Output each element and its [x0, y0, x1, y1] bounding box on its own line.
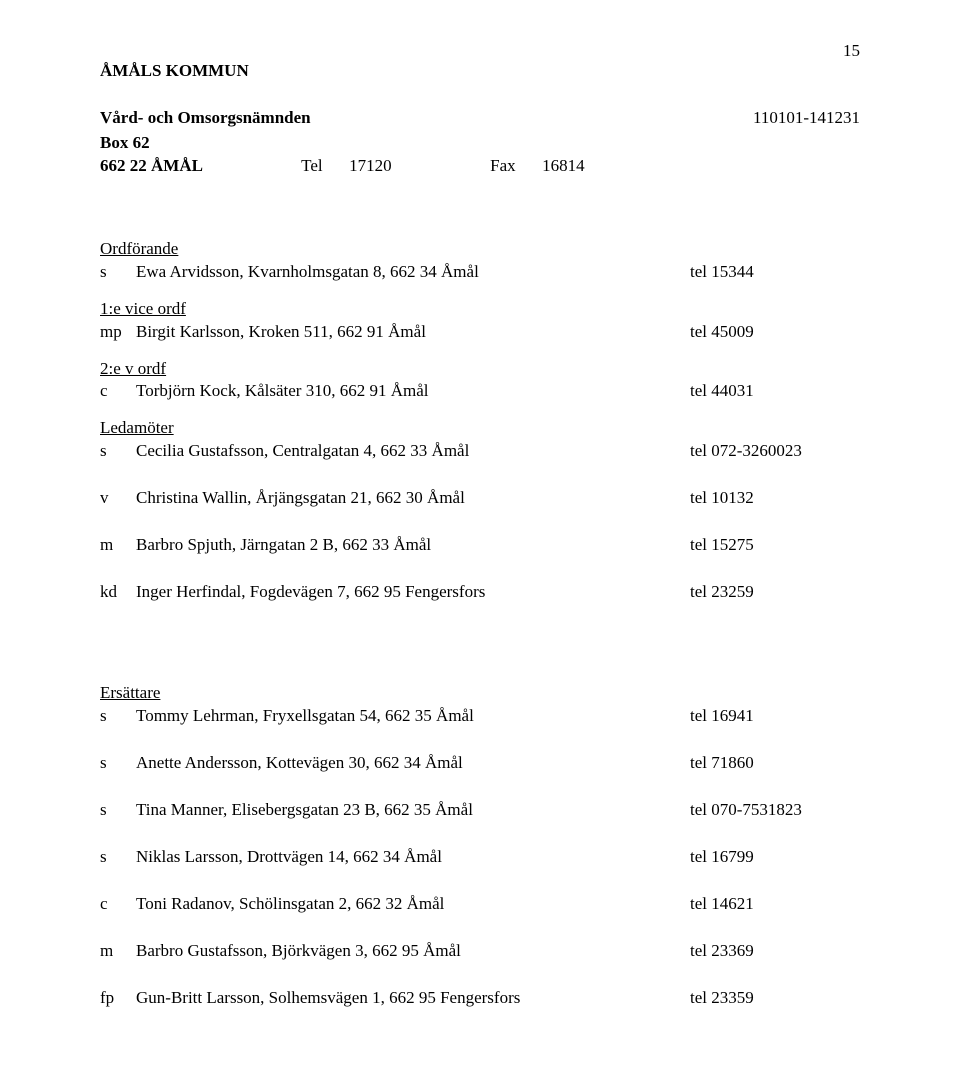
party-code: m — [100, 534, 136, 557]
ersattare-list: s Tommy Lehrman, Fryxellsgatan 54, 662 3… — [100, 705, 860, 1010]
party-code: s — [100, 261, 136, 284]
member-text: Tina Manner, Elisebergsgatan 23 B, 662 3… — [136, 799, 690, 822]
list-item: c Torbjörn Kock, Kålsäter 310, 662 91 Åm… — [100, 380, 860, 403]
party-code: c — [100, 380, 136, 403]
committee-name: Vård- och Omsorgsnämnden — [100, 107, 311, 130]
section-ledamoter: Ledamöter — [100, 417, 860, 440]
list-item: m Barbro Spjuth, Järngatan 2 B, 662 33 Å… — [100, 534, 860, 557]
section-ersattare: Ersättare — [100, 682, 860, 705]
committee-period: 110101-141231 — [753, 107, 860, 130]
list-item: s Tommy Lehrman, Fryxellsgatan 54, 662 3… — [100, 705, 860, 728]
party-code: s — [100, 752, 136, 775]
member-text: Barbro Spjuth, Järngatan 2 B, 662 33 Åmå… — [136, 534, 690, 557]
party-code: s — [100, 440, 136, 463]
member-tel: tel 070-7531823 — [690, 799, 860, 822]
list-item: m Barbro Gustafsson, Björkvägen 3, 662 9… — [100, 940, 860, 963]
member-tel: tel 10132 — [690, 487, 860, 510]
box-text: Box 62 — [100, 133, 150, 152]
list-item: s Niklas Larsson, Drottvägen 14, 662 34 … — [100, 846, 860, 869]
contact-row: 662 22 ÅMÅL Tel 17120 Fax 16814 — [100, 155, 860, 178]
list-item: s Ewa Arvidsson, Kvarnholmsgatan 8, 662 … — [100, 261, 860, 284]
ledamoter-list: s Cecilia Gustafsson, Centralgatan 4, 66… — [100, 440, 860, 604]
member-text: Cecilia Gustafsson, Centralgatan 4, 662 … — [136, 440, 690, 463]
member-tel: tel 14621 — [690, 893, 860, 916]
tel-value: 17120 — [349, 156, 392, 175]
fax-label: Fax — [490, 156, 516, 175]
list-item: kd Inger Herfindal, Fogdevägen 7, 662 95… — [100, 581, 860, 604]
member-tel: tel 23259 — [690, 581, 860, 604]
section-vice2: 2:e v ordf — [100, 358, 860, 381]
party-code: s — [100, 846, 136, 869]
tel-label: Tel — [301, 156, 322, 175]
box-line: Box 62 — [100, 132, 860, 155]
list-item: v Christina Wallin, Årjängsgatan 21, 662… — [100, 487, 860, 510]
party-code: c — [100, 893, 136, 916]
list-item: s Tina Manner, Elisebergsgatan 23 B, 662… — [100, 799, 860, 822]
member-text: Niklas Larsson, Drottvägen 14, 662 34 Åm… — [136, 846, 690, 869]
party-code: v — [100, 487, 136, 510]
page-number: 15 — [843, 40, 860, 63]
member-tel: tel 44031 — [690, 380, 860, 403]
list-item: mp Birgit Karlsson, Kroken 511, 662 91 Å… — [100, 321, 860, 344]
party-code: m — [100, 940, 136, 963]
list-item: fp Gun-Britt Larsson, Solhemsvägen 1, 66… — [100, 987, 860, 1010]
member-text: Toni Radanov, Schölinsgatan 2, 662 32 Åm… — [136, 893, 690, 916]
section-ordforande: Ordförande — [100, 238, 860, 261]
member-text: Birgit Karlsson, Kroken 511, 662 91 Åmål — [136, 321, 690, 344]
fax-value: 16814 — [542, 156, 585, 175]
member-text: Barbro Gustafsson, Björkvägen 3, 662 95 … — [136, 940, 690, 963]
member-tel: tel 71860 — [690, 752, 860, 775]
address: 662 22 ÅMÅL — [100, 156, 203, 175]
party-code: s — [100, 705, 136, 728]
party-code: s — [100, 799, 136, 822]
member-tel: tel 15275 — [690, 534, 860, 557]
member-tel: tel 15344 — [690, 261, 860, 284]
member-tel: tel 16941 — [690, 705, 860, 728]
member-tel: tel 23369 — [690, 940, 860, 963]
org-title: ÅMÅLS KOMMUN — [100, 60, 860, 83]
member-tel: tel 23359 — [690, 987, 860, 1010]
member-text: Ewa Arvidsson, Kvarnholmsgatan 8, 662 34… — [136, 261, 690, 284]
party-code: kd — [100, 581, 136, 604]
member-text: Tommy Lehrman, Fryxellsgatan 54, 662 35 … — [136, 705, 690, 728]
list-item: c Toni Radanov, Schölinsgatan 2, 662 32 … — [100, 893, 860, 916]
party-code: mp — [100, 321, 136, 344]
party-code: fp — [100, 987, 136, 1010]
section-vice1: 1:e vice ordf — [100, 298, 860, 321]
committee-row: Vård- och Omsorgsnämnden 110101-141231 — [100, 107, 860, 130]
member-text: Torbjörn Kock, Kålsäter 310, 662 91 Åmål — [136, 380, 690, 403]
member-tel: tel 072-3260023 — [690, 440, 860, 463]
member-text: Inger Herfindal, Fogdevägen 7, 662 95 Fe… — [136, 581, 690, 604]
member-tel: tel 45009 — [690, 321, 860, 344]
member-text: Anette Andersson, Kottevägen 30, 662 34 … — [136, 752, 690, 775]
list-item: s Cecilia Gustafsson, Centralgatan 4, 66… — [100, 440, 860, 463]
member-text: Christina Wallin, Årjängsgatan 21, 662 3… — [136, 487, 690, 510]
member-text: Gun-Britt Larsson, Solhemsvägen 1, 662 9… — [136, 987, 690, 1010]
member-tel: tel 16799 — [690, 846, 860, 869]
list-item: s Anette Andersson, Kottevägen 30, 662 3… — [100, 752, 860, 775]
